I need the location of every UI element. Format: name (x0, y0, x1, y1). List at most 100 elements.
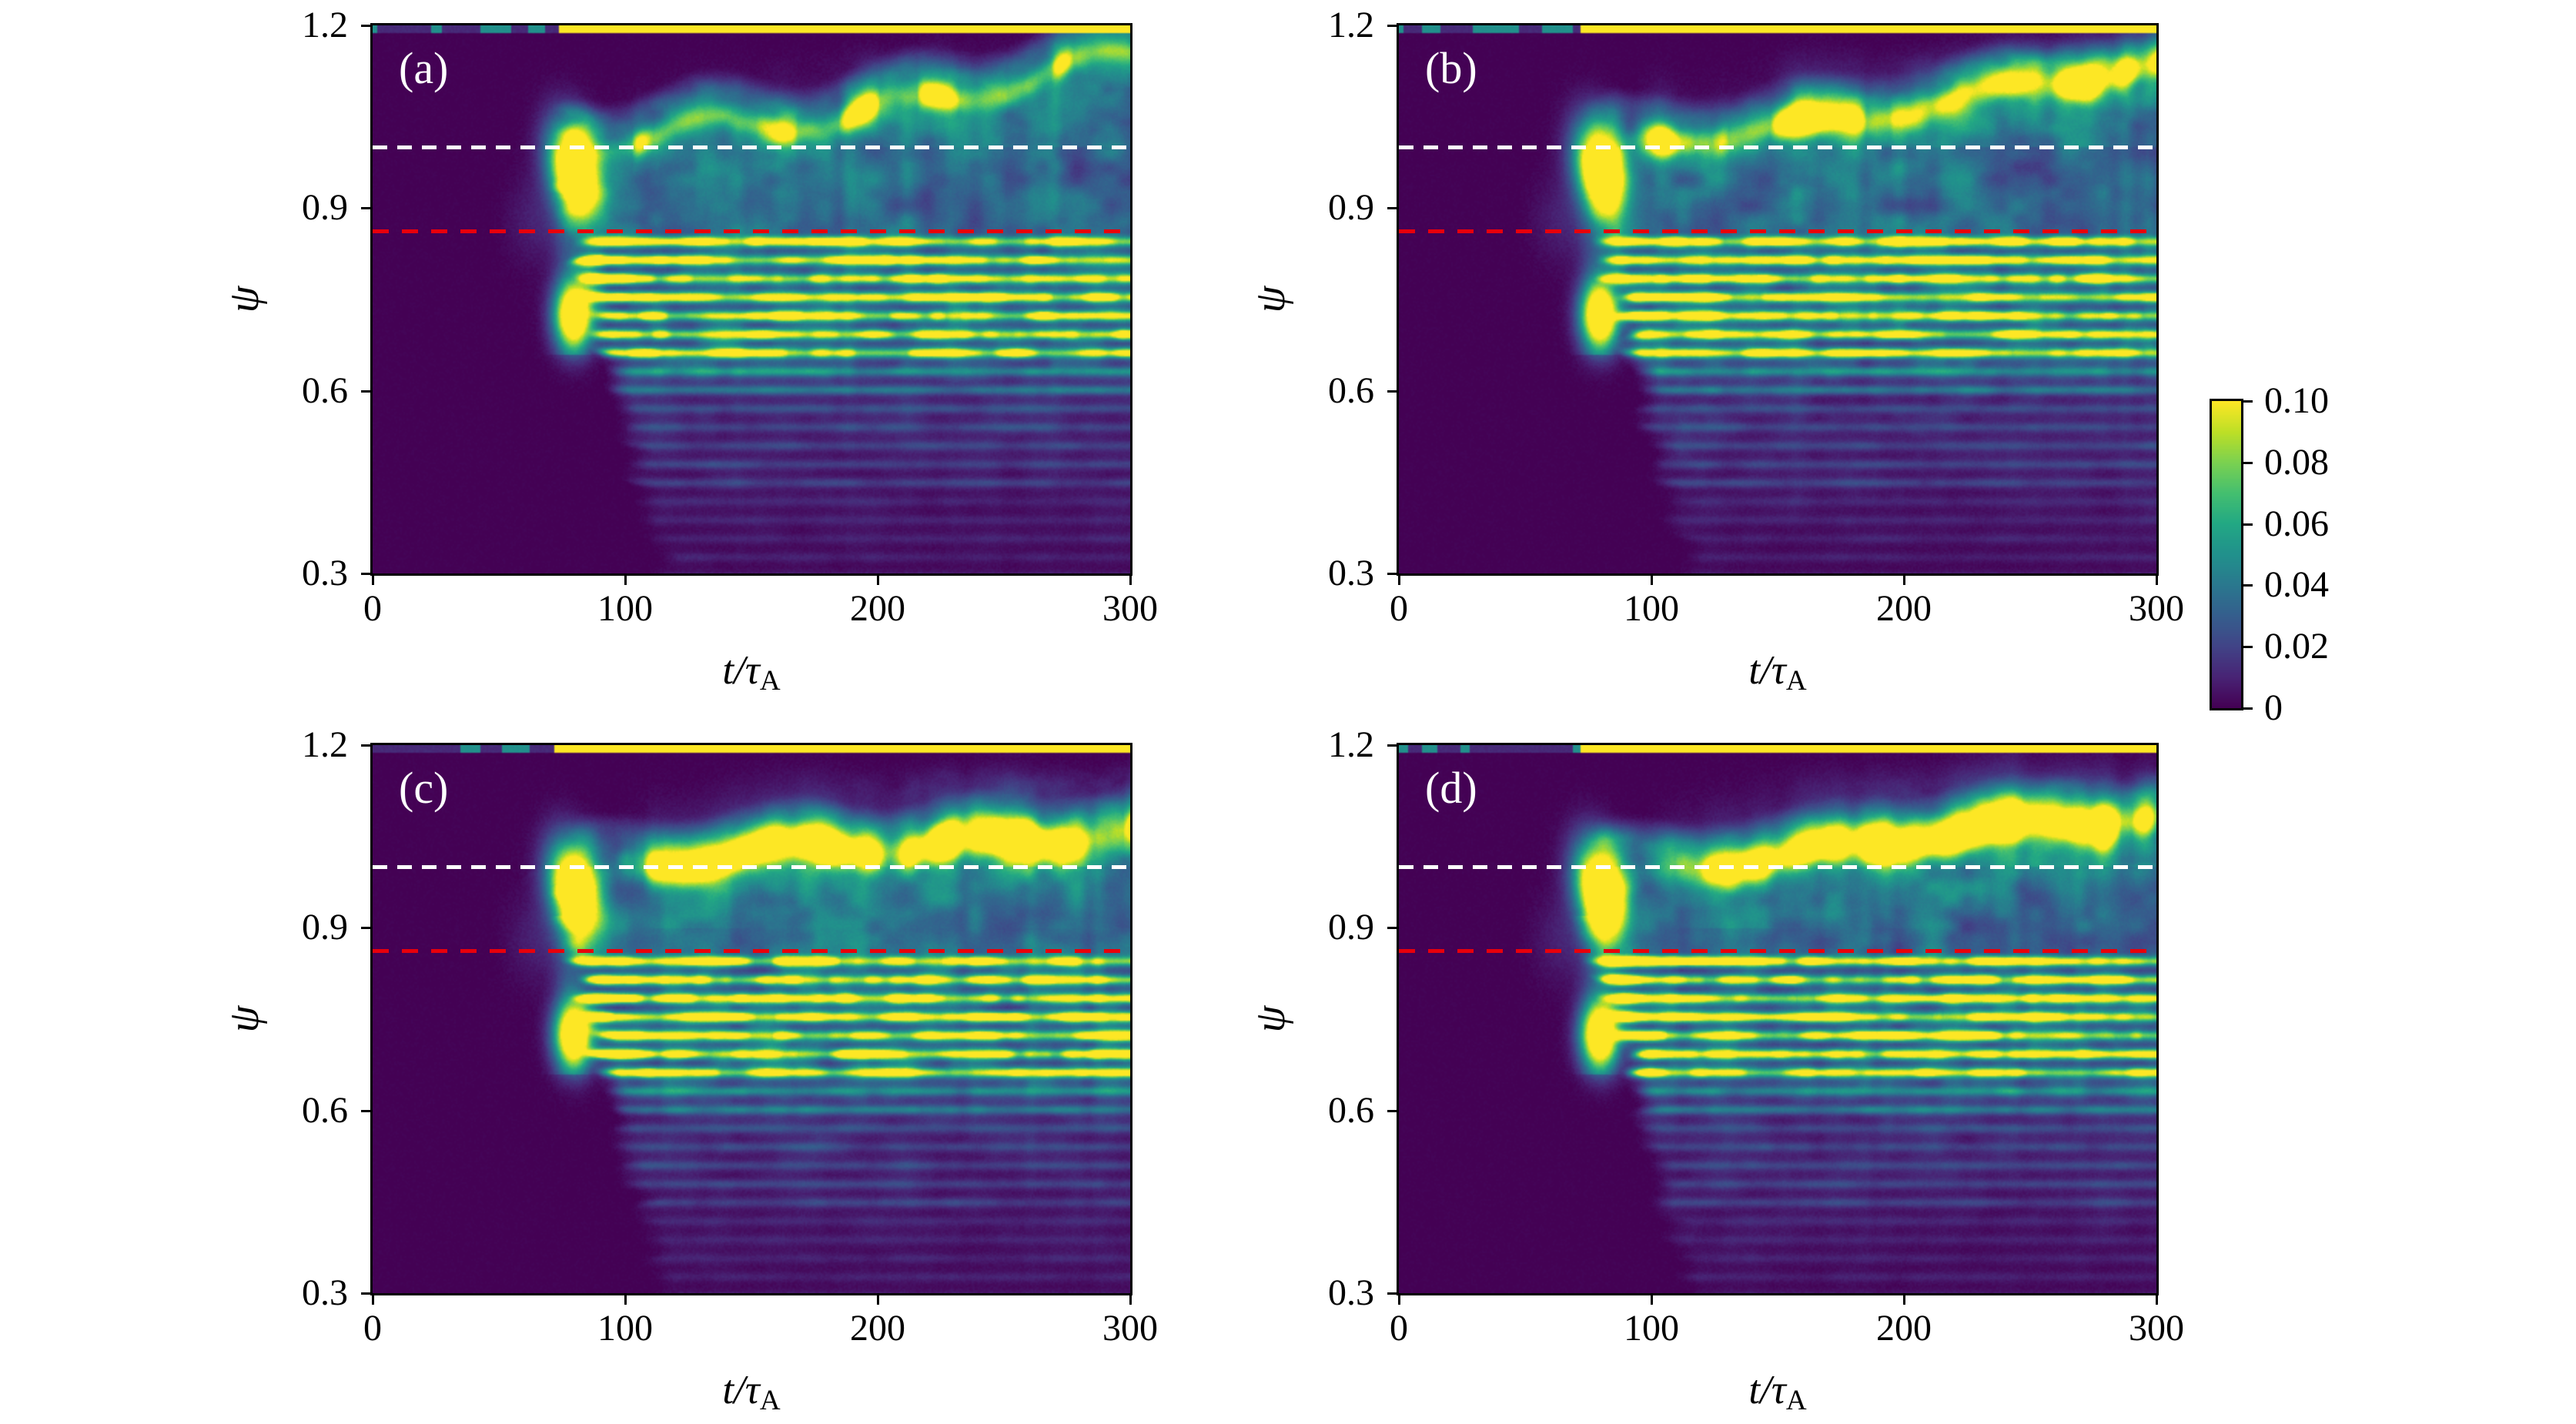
y-tick-label: 1.2 (302, 724, 348, 765)
y-axis-label: ψ (1246, 286, 1294, 313)
x-tick (1398, 573, 1400, 585)
panel-label: (c) (399, 763, 449, 813)
x-tick (2156, 573, 2158, 585)
x-tick (1903, 573, 1905, 585)
colorbar-tick (2241, 523, 2253, 526)
x-axis-label: t/τA (1748, 647, 1806, 697)
heatmap-canvas-a (373, 25, 1130, 573)
panel-label: (d) (1425, 763, 1477, 813)
white-dashed-line (373, 865, 1130, 870)
heatmap-canvas-b (1399, 25, 2156, 573)
y-tick (361, 1292, 373, 1295)
x-axis-label-main: t/τ (722, 1368, 760, 1412)
colorbar-tick (2241, 707, 2253, 710)
y-tick-label: 0.6 (302, 1089, 348, 1131)
y-tick-label: 0.3 (1328, 553, 1374, 593)
y-tick (361, 927, 373, 930)
y-tick (1387, 1292, 1399, 1295)
colorbar-tick (2241, 461, 2253, 464)
y-tick (361, 207, 373, 210)
x-tick (1129, 1293, 1132, 1305)
colorbar-tick (2241, 584, 2253, 587)
x-axis-label-main: t/τ (1748, 1368, 1786, 1412)
y-axis-label: ψ (220, 286, 268, 313)
x-tick-label: 300 (1102, 1308, 1158, 1349)
colorbar-tick (2241, 400, 2253, 403)
x-tick-label: 200 (850, 588, 905, 629)
x-axis-label-main: t/τ (722, 648, 760, 693)
colorbar (2210, 399, 2243, 710)
x-tick-label: 100 (597, 1308, 653, 1349)
x-tick (1651, 1293, 1653, 1305)
y-axis-label: ψ (220, 1005, 268, 1033)
x-tick (1398, 1293, 1400, 1305)
x-tick (624, 573, 627, 585)
x-tick-label: 0 (1390, 588, 1408, 629)
x-tick (1651, 573, 1653, 585)
x-tick-label: 0 (363, 588, 382, 629)
x-tick-label: 200 (1876, 1308, 1932, 1349)
y-tick (1387, 744, 1399, 747)
x-tick-label: 100 (1624, 588, 1679, 629)
x-axis-label-subscript: A (1785, 665, 1807, 697)
panel-label: (b) (1425, 43, 1477, 93)
colorbar-tick-label: 0.10 (2264, 380, 2329, 421)
y-tick (361, 1109, 373, 1112)
panel-label: (a) (399, 43, 449, 93)
colorbar-tick (2241, 646, 2253, 649)
x-tick-label: 100 (597, 588, 653, 629)
colorbar-tick-label: 0.02 (2264, 626, 2329, 667)
y-tick (1387, 1109, 1399, 1112)
y-tick-label: 0.3 (1328, 1272, 1374, 1313)
y-tick (1387, 389, 1399, 393)
x-tick (1129, 573, 1132, 585)
x-axis-label: t/τA (722, 647, 780, 697)
x-axis-label-main: t/τ (1748, 648, 1786, 693)
x-tick (372, 573, 374, 585)
y-tick (1387, 927, 1399, 930)
y-tick-label: 1.2 (1328, 724, 1374, 765)
x-tick (624, 1293, 627, 1305)
y-tick-label: 1.2 (302, 5, 348, 45)
x-axis-label-subscript: A (1785, 1385, 1807, 1417)
y-tick (361, 744, 373, 747)
y-tick-label: 0.6 (1328, 1089, 1374, 1131)
y-tick (1387, 207, 1399, 210)
x-tick (877, 1293, 879, 1305)
red-dashed-line (1399, 229, 2156, 234)
heatmap-canvas-c (373, 745, 1130, 1293)
x-axis-label-subscript: A (759, 665, 781, 697)
y-tick-label: 0.9 (1328, 187, 1374, 229)
y-tick-label: 0.3 (302, 1272, 348, 1313)
x-axis-label: t/τA (722, 1367, 780, 1417)
y-tick-label: 0.9 (302, 907, 348, 948)
red-dashed-line (1399, 949, 2156, 954)
y-tick (361, 389, 373, 393)
colorbar-tick-label: 0.06 (2264, 503, 2329, 544)
x-tick-label: 200 (1876, 588, 1932, 629)
y-tick-label: 0.6 (1328, 369, 1374, 411)
red-dashed-line (373, 229, 1130, 234)
x-tick-label: 300 (2129, 588, 2184, 629)
y-axis-label: ψ (1246, 1005, 1294, 1033)
x-axis-label-subscript: A (759, 1385, 781, 1417)
heatmap-canvas-d (1399, 745, 2156, 1293)
y-tick (361, 25, 373, 27)
white-dashed-line (373, 145, 1130, 150)
colorbar-gradient (2212, 401, 2241, 708)
x-tick-label: 0 (1390, 1308, 1408, 1349)
x-tick-label: 200 (850, 1308, 905, 1349)
y-tick-label: 0.9 (1328, 907, 1374, 948)
x-tick (372, 1293, 374, 1305)
colorbar-tick-label: 0.04 (2264, 564, 2329, 606)
y-tick (1387, 573, 1399, 575)
x-tick-label: 300 (2129, 1308, 2184, 1349)
y-tick-label: 0.9 (302, 187, 348, 229)
colorbar-tick-label: 0 (2264, 687, 2283, 728)
x-tick (1903, 1293, 1905, 1305)
x-tick (2156, 1293, 2158, 1305)
y-tick-label: 1.2 (1328, 5, 1374, 45)
red-dashed-line (373, 949, 1130, 954)
y-tick (1387, 25, 1399, 27)
